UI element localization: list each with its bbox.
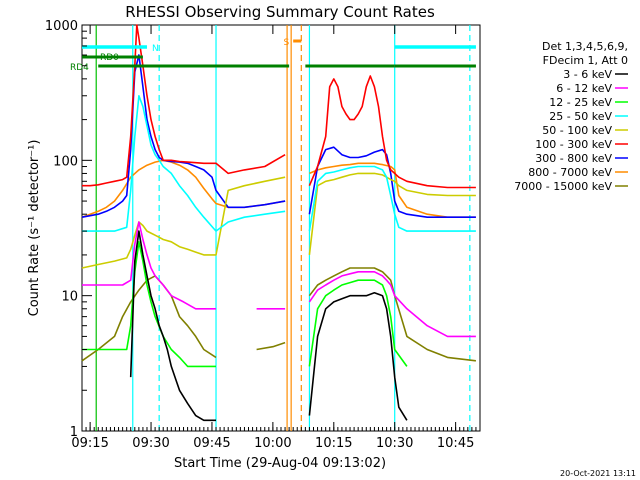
flag-label-rd4: RD4 (70, 63, 89, 73)
legend-label-100-300-kev: 100 - 300 keV (535, 138, 612, 151)
series-line-50-100-kev (81, 176, 286, 269)
footer-timestamp: 20-Oct-2021 13:11 (560, 469, 636, 478)
series-line-6-12-kev (82, 221, 216, 310)
chart-title: RHESSI Observing Summary Count Rates (125, 3, 435, 21)
series-line-300-800-kev (308, 146, 476, 218)
y-axis-label: Count Rate (s⁻¹ detector⁻¹) (27, 140, 42, 317)
series-line-25-50-kev (82, 95, 286, 232)
series-lines (81, 24, 476, 422)
legend-label-12-25-kev: 12 - 25 keV (549, 96, 612, 109)
legend-label-800-7000-kev: 800 - 7000 keV (528, 166, 612, 179)
legend-label-7000-15000-kev: 7000 - 15000 keV (514, 180, 612, 193)
y-axis: 1 10 100 1000 (45, 19, 92, 440)
series-line-50-100-kev (308, 172, 476, 255)
series-line-12-25-kev (82, 241, 216, 368)
series-line-3-6-kev (129, 230, 216, 422)
series-line-3-6-kev (308, 291, 408, 421)
legend-label-25-50-kev: 25 - 50 keV (549, 110, 612, 123)
x-tick-label: 09:15 (71, 436, 108, 451)
vertical-markers (95, 25, 471, 431)
y-tick-label: 100 (53, 154, 78, 169)
legend-header: Det 1,3,4,5,6,9, (542, 40, 628, 53)
legend-label-300-800-kev: 300 - 800 keV (535, 152, 612, 165)
plot-frame (81, 24, 481, 432)
x-axis: 09:15 09:30 09:45 10:00 10:15 10:30 10:45 (71, 25, 481, 451)
series-line-100-300-kev (308, 75, 476, 189)
series-line-7000-15000-kev (308, 267, 476, 362)
x-tick-label: 09:30 (132, 436, 169, 451)
flag-label-n: N (152, 44, 159, 54)
legend-label-50-100-kev: 50 - 100 keV (542, 124, 612, 137)
x-tick-label: 10:15 (315, 436, 352, 451)
series-line-7000-15000-kev (256, 341, 286, 351)
flag-bars: N RD0 RD4 S (70, 38, 476, 73)
x-tick-label: 10:00 (254, 436, 291, 451)
legend-label-6-12-kev: 6 - 12 keV (556, 82, 612, 95)
y-tick-label: 10 (61, 290, 78, 305)
legend-label-3-6-kev: 3 - 6 keV (563, 68, 612, 81)
series-line-6-12-kev (308, 270, 476, 338)
x-tick-label: 10:30 (376, 436, 413, 451)
series-line-25-50-kev (308, 165, 476, 232)
y-tick-label: 1 (70, 425, 78, 440)
x-tick-label: 10:45 (437, 436, 474, 451)
series-line-12-25-kev (308, 279, 408, 367)
series-line-100-300-kev (82, 24, 286, 187)
flag-label-s: S (283, 38, 289, 48)
x-axis-label: Start Time (29-Aug-04 09:13:02) (174, 456, 386, 471)
series-line-800-7000-kev (309, 162, 476, 218)
series-line-300-800-kev (81, 54, 286, 218)
y-tick-label: 1000 (45, 19, 78, 34)
legend-header: FDecim 1, Att 0 (543, 54, 628, 67)
x-tick-label: 09:45 (193, 436, 230, 451)
legend: Det 1,3,4,5,6,9,FDecim 1, Att 03 - 6 keV… (514, 40, 628, 193)
flag-label-rd0: RD0 (100, 53, 119, 63)
